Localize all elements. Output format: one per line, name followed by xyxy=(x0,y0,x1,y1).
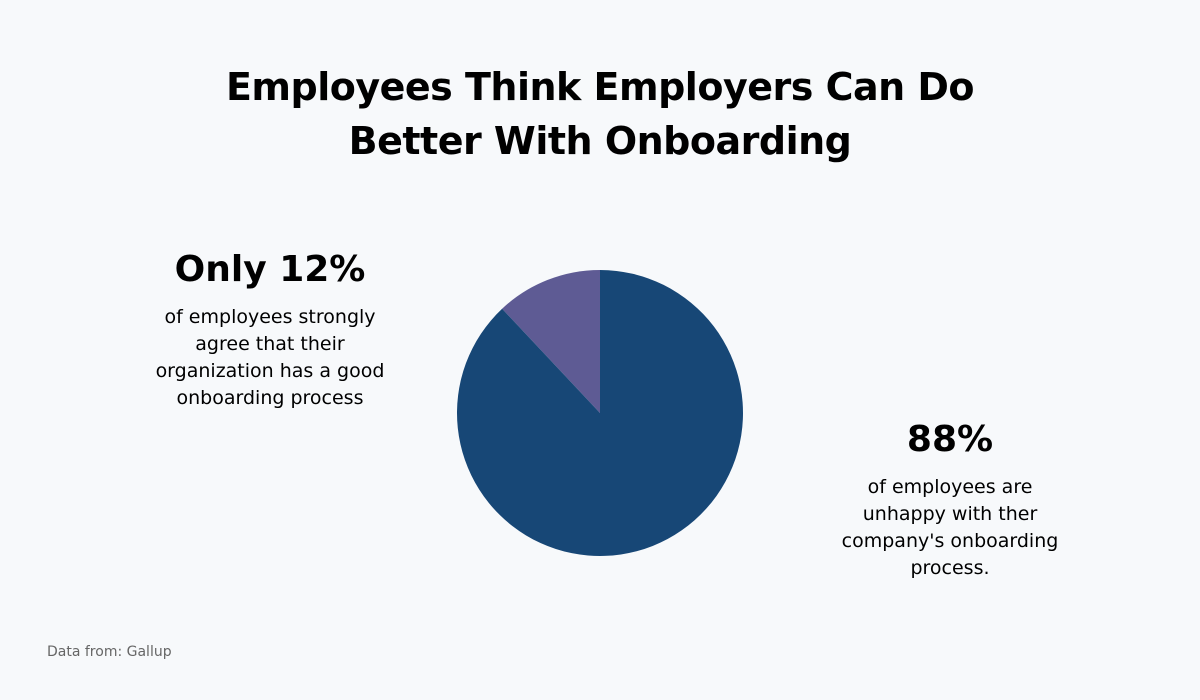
callout-12-percent: Only 12% of employees strongly agree tha… xyxy=(120,248,420,412)
desc-line: of employees are xyxy=(867,476,1033,498)
callout-value: 88% xyxy=(906,419,994,460)
desc-line: process. xyxy=(910,557,990,579)
desc-line: unhappy with ther xyxy=(862,503,1038,525)
callout-description: of employees strongly agree that their o… xyxy=(120,304,420,412)
title-line: Better With Onboarding xyxy=(348,119,852,163)
pie-slice-88 xyxy=(457,270,744,556)
chart-title: Employees Think Employers Can Do Better … xyxy=(0,60,1200,168)
desc-line: company's onboarding xyxy=(841,530,1059,552)
desc-line: of employees strongly xyxy=(164,306,376,328)
callout-88-percent: 88% of employees are unhappy with ther c… xyxy=(790,418,1110,582)
desc-line: agree that their xyxy=(195,333,345,355)
callout-description: of employees are unhappy with ther compa… xyxy=(790,474,1110,582)
pie-slice-12 xyxy=(502,270,600,413)
data-source: Data from: Gallup xyxy=(47,644,172,660)
callout-value: Only 12% xyxy=(174,249,366,290)
title-line: Employees Think Employers Can Do xyxy=(225,65,975,109)
desc-line: organization has a good xyxy=(155,360,385,382)
desc-line: onboarding process xyxy=(176,387,364,409)
